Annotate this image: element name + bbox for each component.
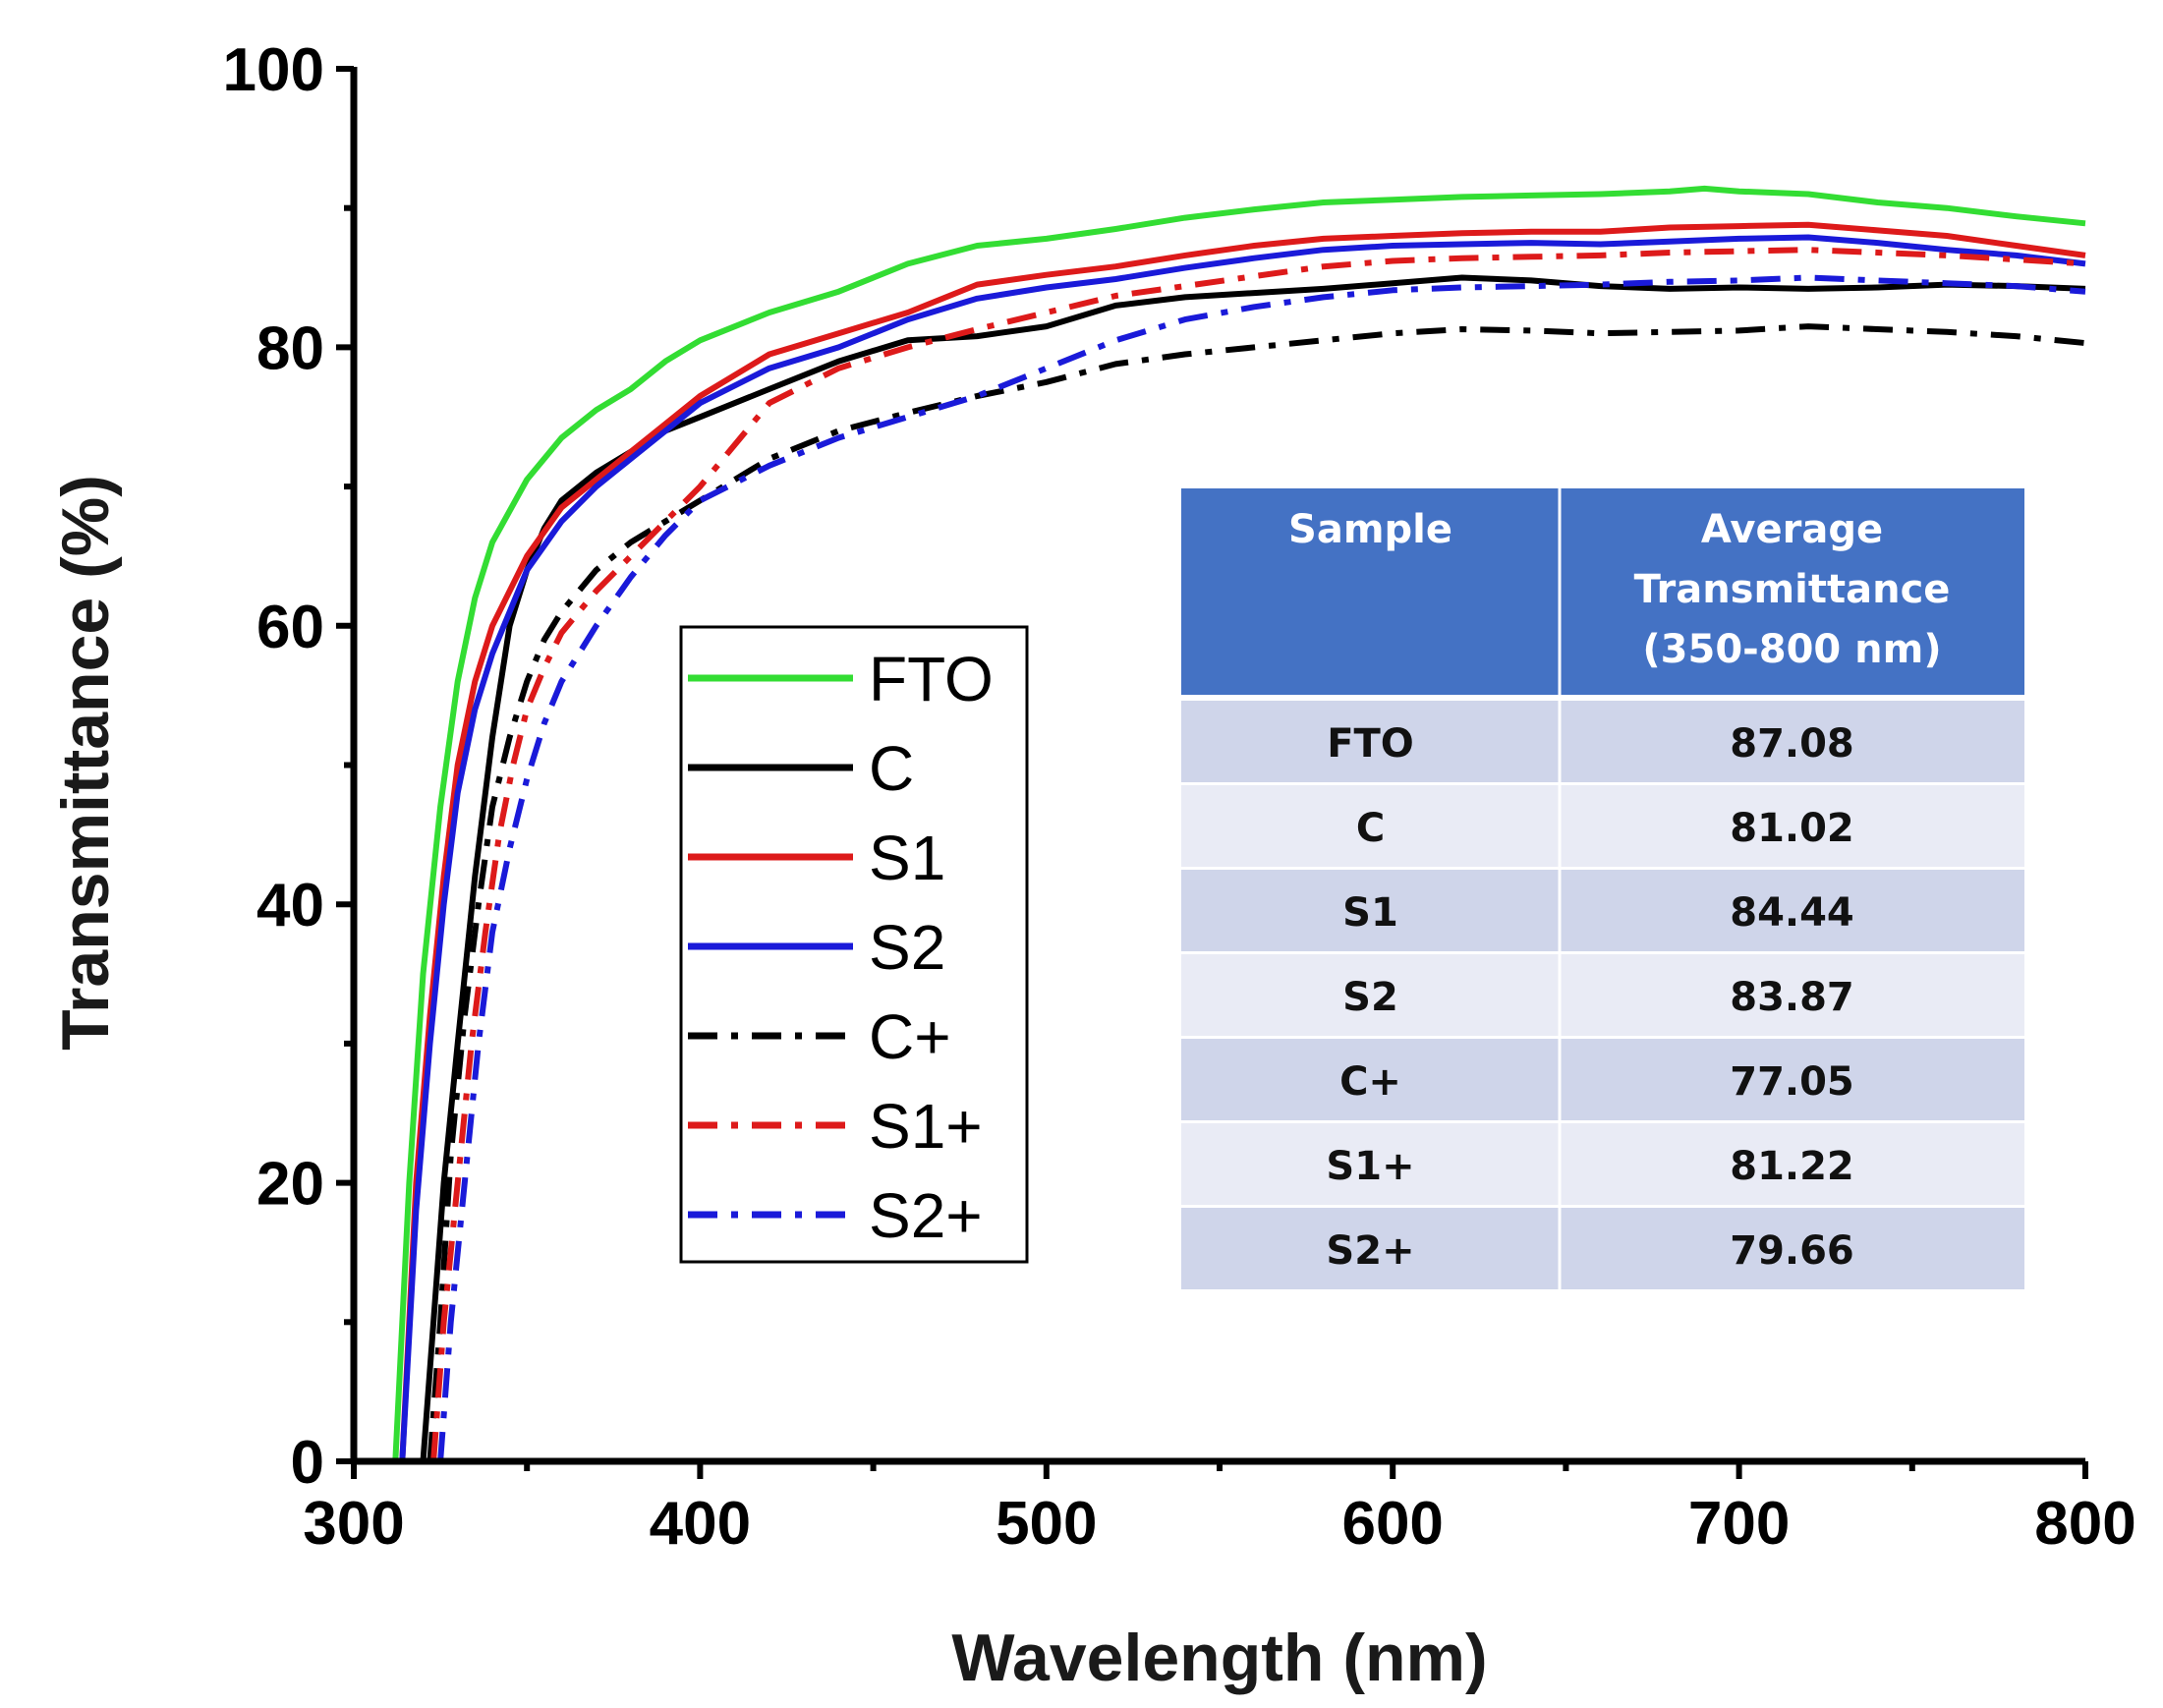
table-header-cell: Sample	[1288, 507, 1452, 552]
legend-label: S2+	[869, 1180, 983, 1251]
table-row	[1181, 870, 2024, 951]
table-row	[1181, 785, 2024, 867]
y-tick-label: 0	[291, 1429, 324, 1497]
series-line-fto	[392, 185, 2086, 1462]
table-header-cell: Transmittance	[1634, 567, 1951, 612]
series-line-s2	[399, 234, 2086, 1462]
x-axis-title: Wavelength (nm)	[951, 1621, 1487, 1695]
legend-label: C+	[869, 1001, 951, 1072]
y-tick-label: 40	[256, 872, 324, 939]
legend-label: C	[869, 733, 914, 804]
table-value-cell: 81.02	[1730, 806, 1854, 851]
x-tick-label: 300	[303, 1490, 404, 1558]
legend: FTO C S1 S2 C+ S1+ S2+	[679, 625, 1029, 1264]
legend-label: S2	[869, 912, 945, 983]
table-value-cell: 84.44	[1730, 890, 1854, 936]
table-header-cell: Average	[1701, 507, 1883, 552]
series-line-s1	[399, 221, 2086, 1462]
plot-lines	[392, 185, 2086, 1462]
y-tick-label: 20	[256, 1151, 324, 1219]
series-line-c	[420, 274, 2086, 1462]
table-sample-cell: C	[1356, 806, 1385, 851]
y-tick-label: 60	[256, 594, 324, 661]
table-sample-cell: S1	[1342, 890, 1398, 936]
table-sample-cell: S2	[1342, 975, 1398, 1020]
x-tick-label: 600	[1341, 1490, 1443, 1558]
table-sample-cell: S1+	[1326, 1144, 1414, 1189]
series-line-s2-plus	[437, 274, 2086, 1462]
series-line-s1-plus	[430, 247, 2086, 1462]
table-row	[1181, 701, 2024, 782]
x-tick-label: 800	[2034, 1490, 2135, 1558]
y-tick-label: 80	[256, 314, 324, 382]
table-sample-cell: S2+	[1326, 1228, 1414, 1274]
x-tick-label: 500	[996, 1490, 1097, 1558]
table-value-cell: 81.22	[1730, 1144, 1854, 1189]
table-sample-cell: FTO	[1327, 721, 1414, 767]
legend-label: S1+	[869, 1091, 983, 1162]
legend-label: FTO	[869, 644, 994, 714]
y-tick-label: 100	[223, 36, 324, 104]
table-value-cell: 83.87	[1730, 975, 1854, 1020]
table-value-cell: 77.05	[1730, 1059, 1854, 1105]
x-tick-label: 700	[1688, 1490, 1790, 1558]
x-ticks: 300 400 500 600 700 800	[303, 1461, 2136, 1558]
table-row	[1181, 1208, 2024, 1289]
table-row	[1181, 1039, 2024, 1120]
legend-label: S1	[869, 823, 945, 893]
table-sample-cell: C+	[1339, 1059, 1401, 1105]
table-row	[1181, 1123, 2024, 1205]
table-row	[1181, 954, 2024, 1036]
y-ticks: 0 20 40 60 80 100	[223, 36, 354, 1497]
x-tick-label: 400	[650, 1490, 751, 1558]
inset-table: Sample Average Transmittance (350-800 nm) FT…	[1181, 488, 2024, 1289]
table-value-cell: 87.08	[1730, 721, 1854, 767]
table-value-cell: 79.66	[1730, 1228, 1854, 1274]
table-header-cell: (350-800 nm)	[1642, 627, 1941, 672]
y-axis-title: Transmittance (%)	[48, 475, 123, 1051]
table-header-row	[1181, 488, 2024, 695]
